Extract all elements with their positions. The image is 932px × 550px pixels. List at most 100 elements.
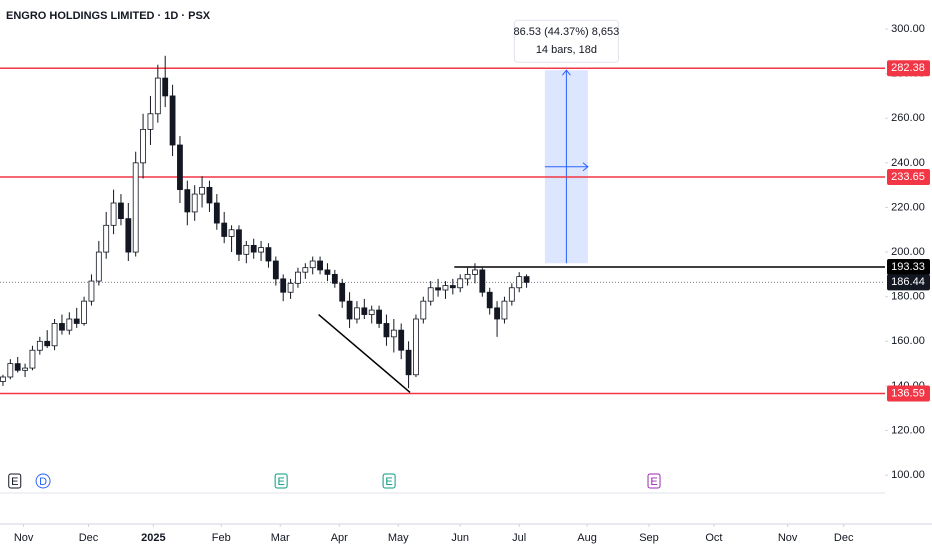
candle-body — [184, 189, 191, 213]
candle-body — [110, 202, 117, 226]
candle-body — [59, 323, 65, 331]
event-marker — [647, 473, 661, 489]
x-tick-label: 2025 — [141, 532, 165, 544]
candle-body — [280, 278, 287, 293]
candle-body — [272, 260, 279, 280]
x-tick-label: Apr — [331, 532, 348, 544]
measure-label: 14 bars, 18d — [536, 44, 597, 56]
y-tick-label: 180.00 — [891, 291, 925, 303]
candle-body — [361, 307, 368, 315]
chart-title: ENGRO HOLDINGS LIMITED · 1D · PSX — [6, 10, 211, 22]
resistance-label-box — [887, 258, 930, 275]
measure-v-head — [562, 69, 571, 76]
candle-body — [66, 318, 73, 331]
candle-body — [154, 77, 161, 115]
candle-body — [36, 340, 43, 351]
x-tick-label: Dec — [834, 532, 854, 544]
candle-body — [324, 269, 331, 275]
measure-label: 86.53 (44.37%) 8,653 — [513, 26, 619, 38]
candle-body — [191, 193, 198, 213]
candle-body — [368, 309, 375, 315]
y-tick-label: 200.00 — [891, 246, 925, 258]
candle-body — [147, 113, 154, 130]
candle-body — [390, 329, 397, 338]
candle-body — [243, 244, 250, 255]
event-label: D — [39, 476, 47, 488]
candle-body — [51, 323, 58, 347]
event-label: E — [385, 476, 392, 488]
event-marker — [274, 473, 288, 489]
candle-body — [140, 128, 146, 164]
candle-body — [199, 186, 205, 195]
x-tick-label: Mar — [271, 532, 290, 544]
candle-body — [7, 363, 14, 378]
candle-body — [472, 269, 478, 275]
candle-body — [81, 300, 87, 324]
candle-body — [479, 269, 486, 293]
level-label: 136.59 — [891, 387, 925, 399]
candle-body — [236, 229, 242, 255]
candle-body — [413, 318, 419, 376]
candle-body — [125, 218, 132, 253]
candle-body — [331, 273, 338, 284]
x-tick-label: Feb — [212, 532, 231, 544]
event-marker — [8, 473, 22, 489]
candle-body — [309, 260, 316, 269]
candle-body — [508, 287, 515, 302]
candle-body — [420, 300, 427, 320]
event-label: E — [277, 476, 284, 488]
candle-body — [346, 300, 353, 320]
candle-body — [486, 291, 493, 309]
x-tick-label: Dec — [79, 532, 99, 544]
candle-body — [516, 276, 523, 289]
candle-body — [88, 280, 95, 302]
candle-body — [457, 278, 464, 289]
candle-body — [162, 77, 169, 97]
candle-body — [435, 287, 441, 291]
event-label: E — [11, 476, 18, 488]
event-marker — [35, 473, 51, 489]
candle-body — [221, 222, 228, 237]
level-label: 282.38 — [891, 62, 925, 74]
candle-body — [295, 271, 301, 284]
candle-body — [302, 267, 309, 273]
last-price-box — [887, 274, 930, 291]
candle-body — [73, 318, 80, 324]
y-tick-label: 260.00 — [891, 112, 925, 124]
candle-body — [354, 307, 360, 320]
y-tick-label: 220.00 — [891, 201, 925, 213]
candle-body — [494, 307, 500, 320]
candle-body — [405, 349, 412, 376]
x-tick-label: Jun — [451, 532, 469, 544]
level-label-box — [887, 385, 930, 402]
candle-body — [258, 247, 264, 253]
candle-body — [265, 247, 272, 262]
candle-body — [250, 244, 257, 253]
candle-body — [29, 349, 36, 369]
candle-body — [383, 323, 390, 338]
candle-body — [442, 285, 449, 291]
candle-body — [398, 329, 405, 351]
candle-body — [132, 162, 139, 253]
candle-body — [169, 95, 176, 146]
candle-body — [0, 376, 6, 382]
candle-body — [427, 287, 434, 302]
candle-body — [523, 276, 530, 283]
level-label: 233.65 — [891, 171, 925, 183]
candle-body — [44, 340, 51, 347]
y-tick-label: 120.00 — [891, 424, 925, 436]
event-marker — [382, 473, 396, 489]
x-tick-label: Jul — [512, 532, 526, 544]
level-label-box — [887, 169, 930, 186]
last-price-label: 186.44 — [891, 276, 925, 288]
candle-body — [22, 367, 28, 371]
candle-body — [118, 202, 124, 220]
candle-body — [464, 273, 471, 280]
y-tick-label: 100.00 — [891, 469, 925, 481]
x-tick-label: Nov — [14, 532, 34, 544]
y-tick-label: 240.00 — [891, 157, 925, 169]
x-tick-label: Nov — [778, 532, 798, 544]
trendline — [318, 313, 411, 393]
candle-body — [449, 285, 456, 289]
